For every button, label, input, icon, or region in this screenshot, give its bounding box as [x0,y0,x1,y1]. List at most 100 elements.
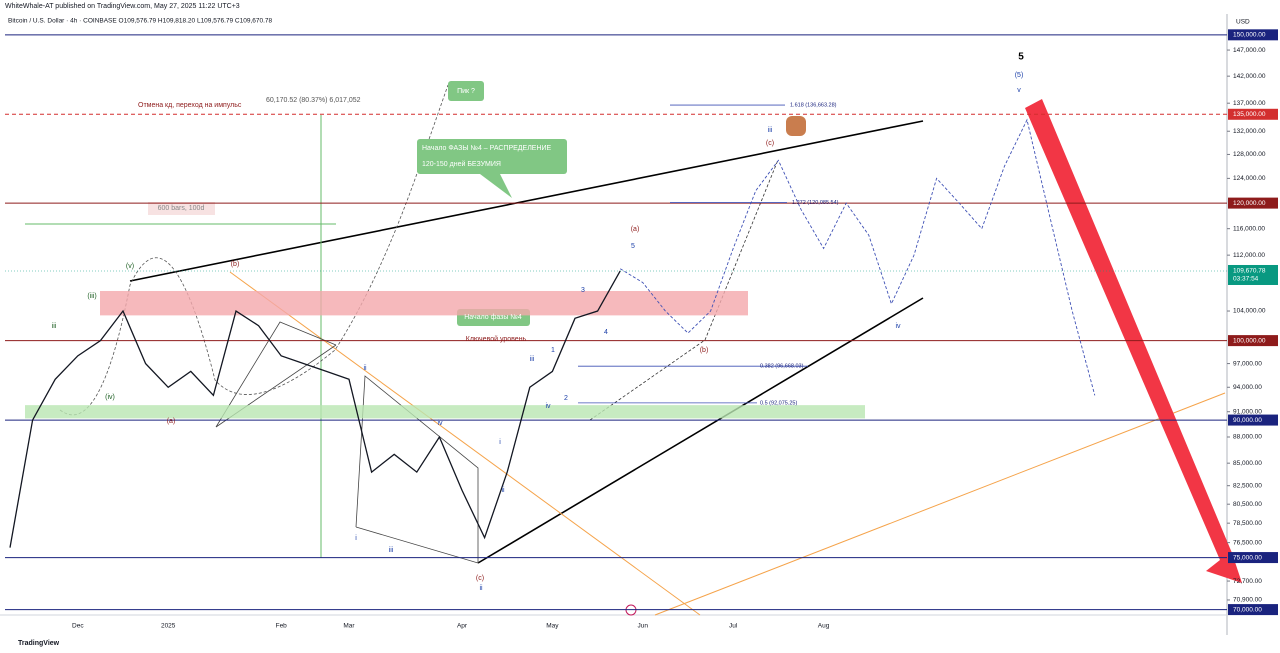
wave-label: iii [768,127,773,134]
level-label-box [1228,604,1278,616]
wave-label: 5 [631,243,635,250]
countdown: 03:37:54 [1233,276,1259,283]
wave-label: v [1017,87,1021,94]
wave-label: iii [389,547,394,554]
wave-label: (c) [766,140,774,147]
bear-icon [786,116,806,136]
annotation: Отмена кд, переход на импульс [138,102,242,109]
wave-label: i [499,439,501,446]
annotation: 600 bars, 100d [158,205,205,212]
wave-label: ii [363,365,367,372]
x-tick-label: Mar [343,623,355,630]
wave-label: 5 [1018,52,1024,63]
symbol-info: Bitcoin / U.S. Dollar · 4h · COINBASE O1… [8,18,273,25]
note-box [148,202,215,215]
wave-label: (iii) [87,293,96,300]
y-tick-label: 104,000.00 [1233,308,1266,315]
y-tick-label: 80,500.00 [1233,501,1262,508]
wave-label: 4 [604,329,608,336]
y-tick-label: 82,500.00 [1233,482,1262,489]
currency: USD [1236,19,1250,26]
y-tick-label: 116,000.00 [1233,225,1265,232]
fib-label: 0.382 (96,668.03) [760,364,804,370]
trend-line [129,120,924,282]
y-tick-label: 112,000.00 [1233,252,1265,259]
wave-label: ii [501,487,505,494]
path-sketch [59,84,449,416]
annotation: 60,170.52 (80.37%) 6,017,052 [266,97,361,104]
level-label-box [1228,414,1278,426]
y-tick-label: 97,000.00 [1233,360,1262,367]
x-tick-label: Apr [457,623,468,630]
wave-label: 1 [551,347,555,354]
note-pointer [480,174,512,198]
wave-label: iv [895,323,901,330]
annotation: Ключевой уровень [466,335,527,343]
wave-label: (v) [126,263,134,270]
publisher: WhiteWhale-AT published on TradingView.c… [5,3,240,10]
level-label-box [1228,552,1278,564]
annotation: Начало фазы №4 [464,314,522,321]
annotation: 120-150 дней БЕЗУМИЯ [422,160,501,168]
wave-label: (5) [1015,72,1024,79]
projection-line [619,118,1096,396]
wave-label: iv [437,420,443,427]
y-tick-label: 147,000.00 [1233,47,1266,54]
wave-label: 2 [564,395,568,402]
wave-label: iii [52,323,57,330]
x-tick-label: Aug [818,623,830,630]
x-tick-label: Feb [276,623,288,630]
level-label-box [1228,335,1278,347]
y-tick-label: 88,000.00 [1233,434,1262,441]
level-label-box [1228,197,1278,209]
fib-label: 1.272 (120,085.54) [792,200,839,206]
trend-line [477,297,924,564]
level-label: 75,000.00 [1233,554,1262,561]
wave-label: i [355,535,357,542]
level-label: 135,000.00 [1233,111,1266,118]
wave-label: iii [530,356,535,363]
x-tick-label: Dec [72,623,84,630]
wave-label: (a) [167,418,176,425]
level-label-box [1228,29,1278,41]
path-sketch [589,159,779,421]
y-tick-label: 85,000.00 [1233,460,1262,467]
wave-label: (iv) [105,394,115,401]
x-tick-label: 2025 [161,623,176,630]
trend-line [654,392,1226,616]
wave-label: (c) [476,575,484,582]
level-label: 90,000.00 [1233,417,1262,424]
y-tick-label: 124,000.00 [1233,175,1266,182]
triangle [355,375,479,564]
fib-label: 1.618 (136,663.28) [790,103,837,109]
last-price-box [1228,264,1278,285]
annotation: Начало ФАЗЫ №4 – РАСПРЕДЕЛЕНИЕ [422,145,552,152]
y-tick-label: 76,500.00 [1233,539,1262,546]
note-box [417,139,567,174]
y-tick-label: 137,000.00 [1233,100,1266,107]
y-tick-label: 128,000.00 [1233,151,1266,158]
zone [25,405,865,419]
wave-label: iv [545,403,551,410]
footer-logo: TradingView [18,640,60,647]
note-box [448,81,484,101]
wave-label: ii [479,585,483,592]
y-tick-label: 70,900.00 [1233,597,1262,604]
x-tick-label: Jun [638,623,649,630]
triangle [215,321,337,428]
y-tick-label: 78,500.00 [1233,520,1262,527]
y-tick-label: 132,000.00 [1233,128,1266,135]
level-label: 150,000.00 [1233,32,1266,39]
level-label-box [1228,108,1278,120]
y-tick-label: 142,000.00 [1233,73,1266,80]
level-label: 100,000.00 [1233,337,1266,344]
x-tick-label: Jul [729,623,738,630]
y-tick-label: 91,000.00 [1233,408,1262,415]
level-label: 70,000.00 [1233,606,1262,613]
fib-label: 0.5 (92,075.25) [760,400,797,406]
y-tick-label: 94,000.00 [1233,384,1262,391]
last-price-label: 109,670.78 [1233,268,1266,275]
